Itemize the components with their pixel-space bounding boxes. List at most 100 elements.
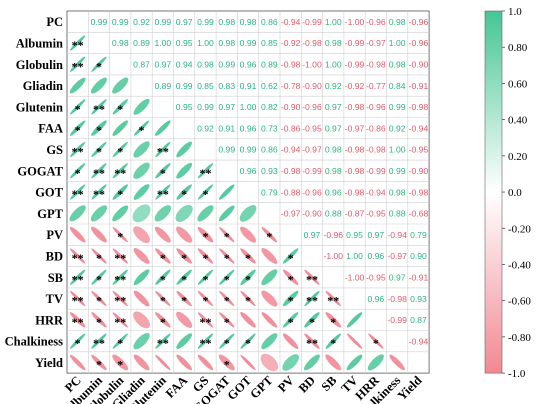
significance-mark: * (160, 166, 166, 180)
correlation-value: -0.90 (281, 102, 301, 112)
correlation-value: -0.98 (281, 59, 301, 69)
correlation-ellipse (219, 290, 235, 307)
significance-mark: ** (199, 315, 211, 329)
row-label: FAA (38, 122, 63, 136)
significance-mark: * (181, 272, 187, 286)
correlation-ellipse (155, 290, 171, 307)
correlation-ellipse (112, 77, 129, 94)
correlation-value: -0.97 (281, 209, 301, 219)
significance-mark: ** (72, 187, 84, 201)
significance-mark: * (224, 315, 230, 329)
correlation-ellipse (133, 141, 150, 158)
significance-mark: * (202, 230, 208, 244)
significance-mark: * (117, 144, 123, 158)
column-label: BD (296, 373, 318, 395)
correlation-ellipse (69, 77, 86, 94)
correlation-value: 0.90 (410, 251, 427, 261)
correlation-ellipse (261, 290, 278, 307)
correlation-value: 0.98 (240, 17, 257, 27)
correlation-value: -0.98 (366, 145, 386, 155)
correlation-ellipse (197, 184, 214, 200)
correlation-value: -0.98 (409, 187, 429, 197)
correlation-value: -0.99 (387, 315, 407, 325)
significance-mark: * (75, 123, 81, 137)
significance-mark: * (139, 123, 145, 137)
correlation-ellipse (176, 290, 192, 307)
correlation-ellipse (70, 35, 86, 51)
significance-mark: * (330, 336, 336, 350)
heatmap-frame (66, 10, 430, 374)
correlation-value: 1.00 (154, 38, 171, 48)
significance-mark: * (202, 272, 208, 286)
correlation-value: -0.98 (387, 294, 407, 304)
correlation-ellipse (112, 99, 128, 115)
correlation-ellipse (133, 311, 150, 329)
correlation-ellipse (176, 226, 193, 243)
significance-mark: * (117, 102, 123, 116)
correlation-ellipse (176, 269, 192, 285)
row-label: BD (46, 249, 63, 263)
significance-mark: ** (114, 315, 126, 329)
correlation-value: 0.89 (133, 38, 150, 48)
correlation-value: 0.99 (197, 102, 214, 112)
correlation-ellipse (112, 163, 128, 179)
significance-mark: ** (114, 272, 126, 286)
correlation-ellipse (240, 269, 256, 285)
correlation-ellipse (133, 290, 150, 307)
correlation-value: 0.98 (218, 17, 235, 27)
significance-mark: * (245, 336, 251, 350)
correlation-value: -0.86 (281, 123, 301, 133)
correlation-value: 0.98 (325, 38, 342, 48)
colorbar-tick-label: -0.60 (508, 296, 531, 308)
significance-mark: * (181, 294, 187, 308)
correlation-value: 0.86 (261, 17, 278, 27)
colorbar-tick-label: 0.60 (508, 78, 528, 90)
correlation-value: 0.96 (240, 59, 257, 69)
correlation-value: -0.99 (302, 166, 322, 176)
significance-mark: * (224, 357, 230, 371)
correlation-value: -0.92 (281, 38, 301, 48)
correlation-value: -0.94 (281, 17, 301, 27)
correlation-value: -0.78 (281, 81, 301, 91)
correlation-value: 0.97 (389, 272, 406, 282)
correlation-ellipse (90, 205, 108, 222)
correlation-ellipse (70, 56, 86, 72)
significance-mark: * (245, 251, 251, 265)
correlation-value: -0.91 (409, 81, 429, 91)
correlation-ellipse (197, 312, 214, 328)
correlation-value: -0.99 (366, 166, 386, 176)
correlation-value: -0.99 (345, 59, 365, 69)
correlation-value: 0.95 (176, 102, 193, 112)
correlation-ellipse (133, 332, 150, 350)
correlation-value: 0.89 (261, 59, 278, 69)
significance-mark: * (96, 272, 102, 286)
correlation-ellipse (197, 248, 214, 264)
correlation-value: 0.99 (218, 59, 235, 69)
significance-mark: ** (93, 187, 105, 201)
correlation-ellipse (282, 290, 299, 307)
correlation-ellipse (70, 141, 86, 158)
correlation-ellipse (112, 227, 128, 243)
significance-mark: ** (72, 294, 84, 308)
correlation-value: -0.90 (302, 81, 322, 91)
significance-mark: * (75, 166, 81, 180)
significance-mark: * (309, 315, 315, 329)
significance-mark: * (202, 294, 208, 308)
correlation-ellipse (133, 98, 150, 115)
correlation-ellipse (219, 269, 235, 285)
correlation-value: -0.94 (409, 123, 429, 133)
correlation-value: 0.98 (325, 166, 342, 176)
correlation-value: -1.00 (302, 59, 322, 69)
correlation-ellipse (240, 226, 257, 243)
correlation-ellipse (176, 311, 193, 328)
colorbar-tick-label: -0.80 (508, 332, 531, 344)
correlation-value: 0.96 (325, 187, 342, 197)
correlation-value: 0.91 (240, 81, 257, 91)
correlation-value: 0.94 (176, 59, 193, 69)
column-label: GPT (247, 373, 276, 402)
correlation-value: 0.92 (197, 123, 214, 133)
correlation-value: 0.98 (325, 145, 342, 155)
correlation-ellipse (70, 163, 86, 179)
correlation-ellipse (133, 248, 150, 264)
significance-mark: * (330, 315, 336, 329)
